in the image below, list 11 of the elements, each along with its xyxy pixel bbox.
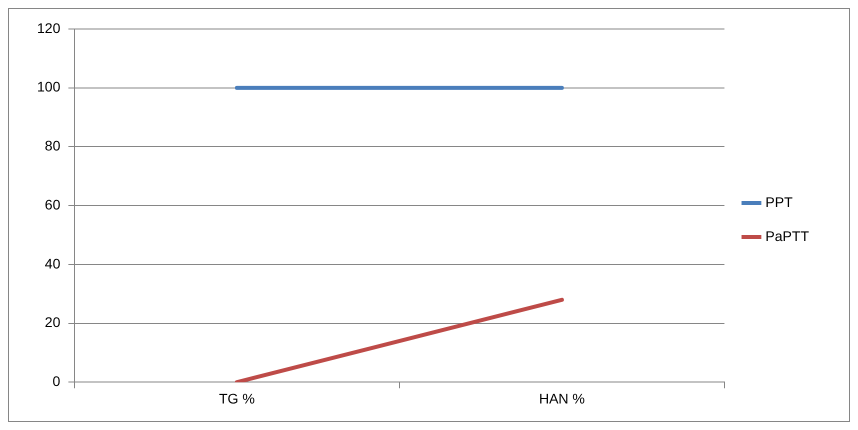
legend-label: PPT bbox=[765, 194, 794, 210]
y-tick-label: 0 bbox=[52, 373, 61, 390]
y-tick-label: 120 bbox=[37, 20, 61, 36]
y-tick-label: 80 bbox=[44, 138, 61, 154]
x-tick-label: TG % bbox=[218, 390, 255, 406]
legend-label: PaPTT bbox=[765, 228, 810, 244]
y-tick-label: 40 bbox=[44, 255, 61, 272]
y-tick-label: 60 bbox=[44, 196, 61, 212]
y-tick-label: 20 bbox=[44, 314, 61, 330]
x-tick-label: HAN % bbox=[538, 390, 585, 406]
y-tick-label: 100 bbox=[37, 78, 61, 95]
